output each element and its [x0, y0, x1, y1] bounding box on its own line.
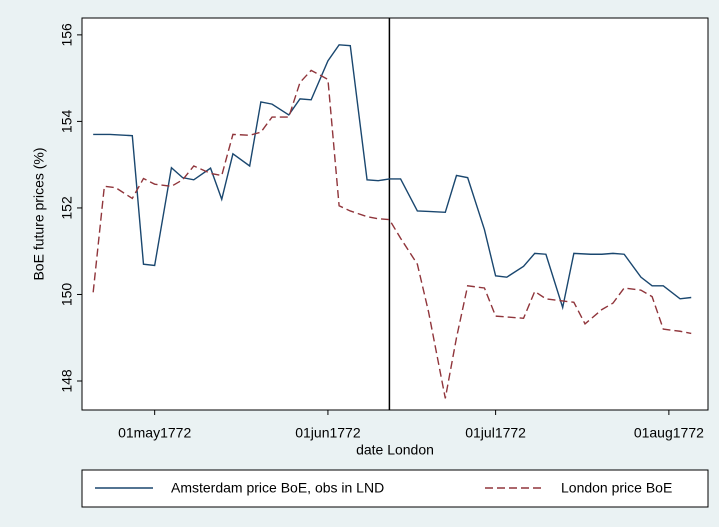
line-series: [93, 44, 692, 311]
x-tick-label: 01jun1772: [295, 425, 361, 441]
y-tick-label: 152: [59, 196, 75, 220]
y-tick-label: 148: [59, 369, 75, 393]
y-tick-label: 150: [59, 283, 75, 307]
x-tick-label: 01jul1772: [465, 425, 526, 441]
legend-label: London price BoE: [561, 480, 672, 496]
x-axis-title: date London: [356, 442, 434, 458]
y-tick-label: 154: [59, 110, 75, 134]
y-axis-title: BoE future prices (%): [31, 147, 47, 280]
plot-area: [81, 17, 709, 411]
x-tick-label: 01aug1772: [634, 425, 704, 441]
y-tick-label: 156: [59, 23, 75, 47]
legend-box: [81, 469, 709, 508]
legend-label: Amsterdam price BoE, obs in LND: [171, 480, 384, 496]
x-tick-label: 01may1772: [118, 425, 191, 441]
